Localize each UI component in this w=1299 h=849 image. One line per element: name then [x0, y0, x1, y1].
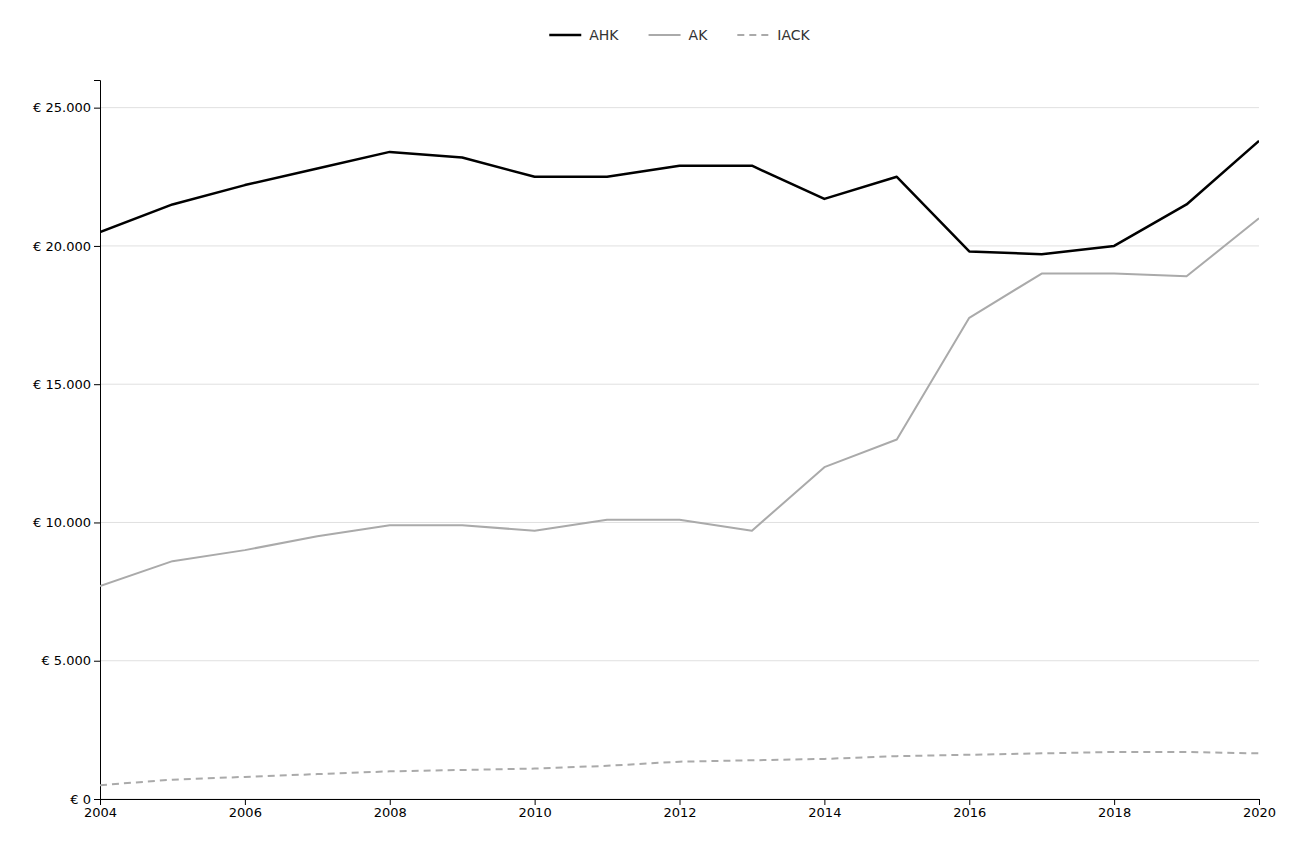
x-tick: 2016 — [953, 799, 986, 820]
y-axis-line — [94, 81, 101, 800]
x-tick: 2014 — [808, 799, 841, 820]
x-tick-label: 2016 — [953, 805, 986, 820]
y-tick-mark — [94, 108, 100, 109]
x-tick-mark — [245, 799, 246, 805]
legend-swatch — [649, 34, 681, 36]
x-tick-mark — [1114, 799, 1115, 805]
y-tick-mark — [94, 522, 100, 523]
series-line — [100, 141, 1259, 254]
y-tick-label: € 5.000 — [41, 653, 91, 668]
y-axis: € 0 € 5.000 € 10.000 € 15.000 € 20.000 € 25.0… — [33, 81, 100, 807]
legend-swatch — [549, 34, 581, 37]
x-tick-label: 2010 — [519, 805, 552, 820]
x-tick-mark — [535, 799, 536, 805]
x-tick: 2010 — [519, 799, 552, 820]
x-tick: 2006 — [229, 799, 262, 820]
y-tick: € 15.000 — [33, 377, 100, 392]
y-tick-mark — [94, 246, 100, 247]
legend-label: AHK — [589, 27, 619, 43]
chart: 200420062008201020122014201620182020€ 0€… — [0, 0, 1299, 849]
legend-item: AK — [649, 27, 709, 43]
x-tick: 2020 — [1243, 799, 1276, 820]
x-tick-mark — [390, 799, 391, 805]
legend-swatch — [737, 34, 769, 36]
x-tick-label: 2020 — [1243, 805, 1276, 820]
y-tick: € 0 — [70, 792, 100, 807]
legend-label: AK — [689, 27, 709, 43]
x-tick-mark — [824, 799, 825, 805]
x-tick-label: 2014 — [808, 805, 841, 820]
legend: AHK AK IACK — [549, 27, 810, 43]
y-tick: € 20.000 — [33, 239, 100, 254]
x-tick-label: 2012 — [663, 805, 696, 820]
x-tick-mark — [680, 799, 681, 805]
x-tick-label: 2004 — [84, 805, 117, 820]
x-axis-line — [101, 800, 1260, 806]
legend-item: AHK — [549, 27, 619, 43]
x-axis: 2004 2006 2008 2010 2012 2014 2016 2018 2020 — [84, 799, 1276, 820]
x-tick-label: 2018 — [1098, 805, 1131, 820]
y-tick-mark — [94, 661, 100, 662]
y-tick-label: € 10.000 — [33, 515, 91, 530]
y-tick-label: € 25.000 — [33, 100, 91, 115]
legend-label: IACK — [777, 27, 810, 43]
y-tick: € 10.000 — [33, 515, 100, 530]
y-tick: € 5.000 — [41, 653, 100, 668]
grid-line — [100, 245, 1259, 246]
series-line — [100, 752, 1259, 785]
series-line — [100, 218, 1259, 586]
grid-line — [100, 660, 1259, 661]
plot-area: 200420062008201020122014201620182020€ 0€… — [33, 81, 1276, 821]
y-tick: € 25.000 — [33, 100, 100, 115]
grid-line — [100, 107, 1259, 108]
y-tick-mark — [94, 799, 100, 800]
grid-line — [100, 384, 1259, 385]
x-tick: 2012 — [663, 799, 696, 820]
x-tick-label: 2006 — [229, 805, 262, 820]
grid — [100, 108, 1259, 799]
legend-item: IACK — [737, 27, 810, 43]
x-tick: 2008 — [374, 799, 407, 820]
lines — [100, 141, 1259, 785]
x-tick-label: 2008 — [374, 805, 407, 820]
y-tick-label: € 20.000 — [33, 239, 91, 254]
y-tick-mark — [94, 384, 100, 385]
x-tick: 2018 — [1098, 799, 1131, 820]
x-tick-mark — [969, 799, 970, 805]
y-tick-label: € 15.000 — [33, 377, 91, 392]
grid-line — [100, 522, 1259, 523]
y-tick-label: € 0 — [70, 792, 91, 807]
x-tick-mark — [1259, 799, 1260, 805]
